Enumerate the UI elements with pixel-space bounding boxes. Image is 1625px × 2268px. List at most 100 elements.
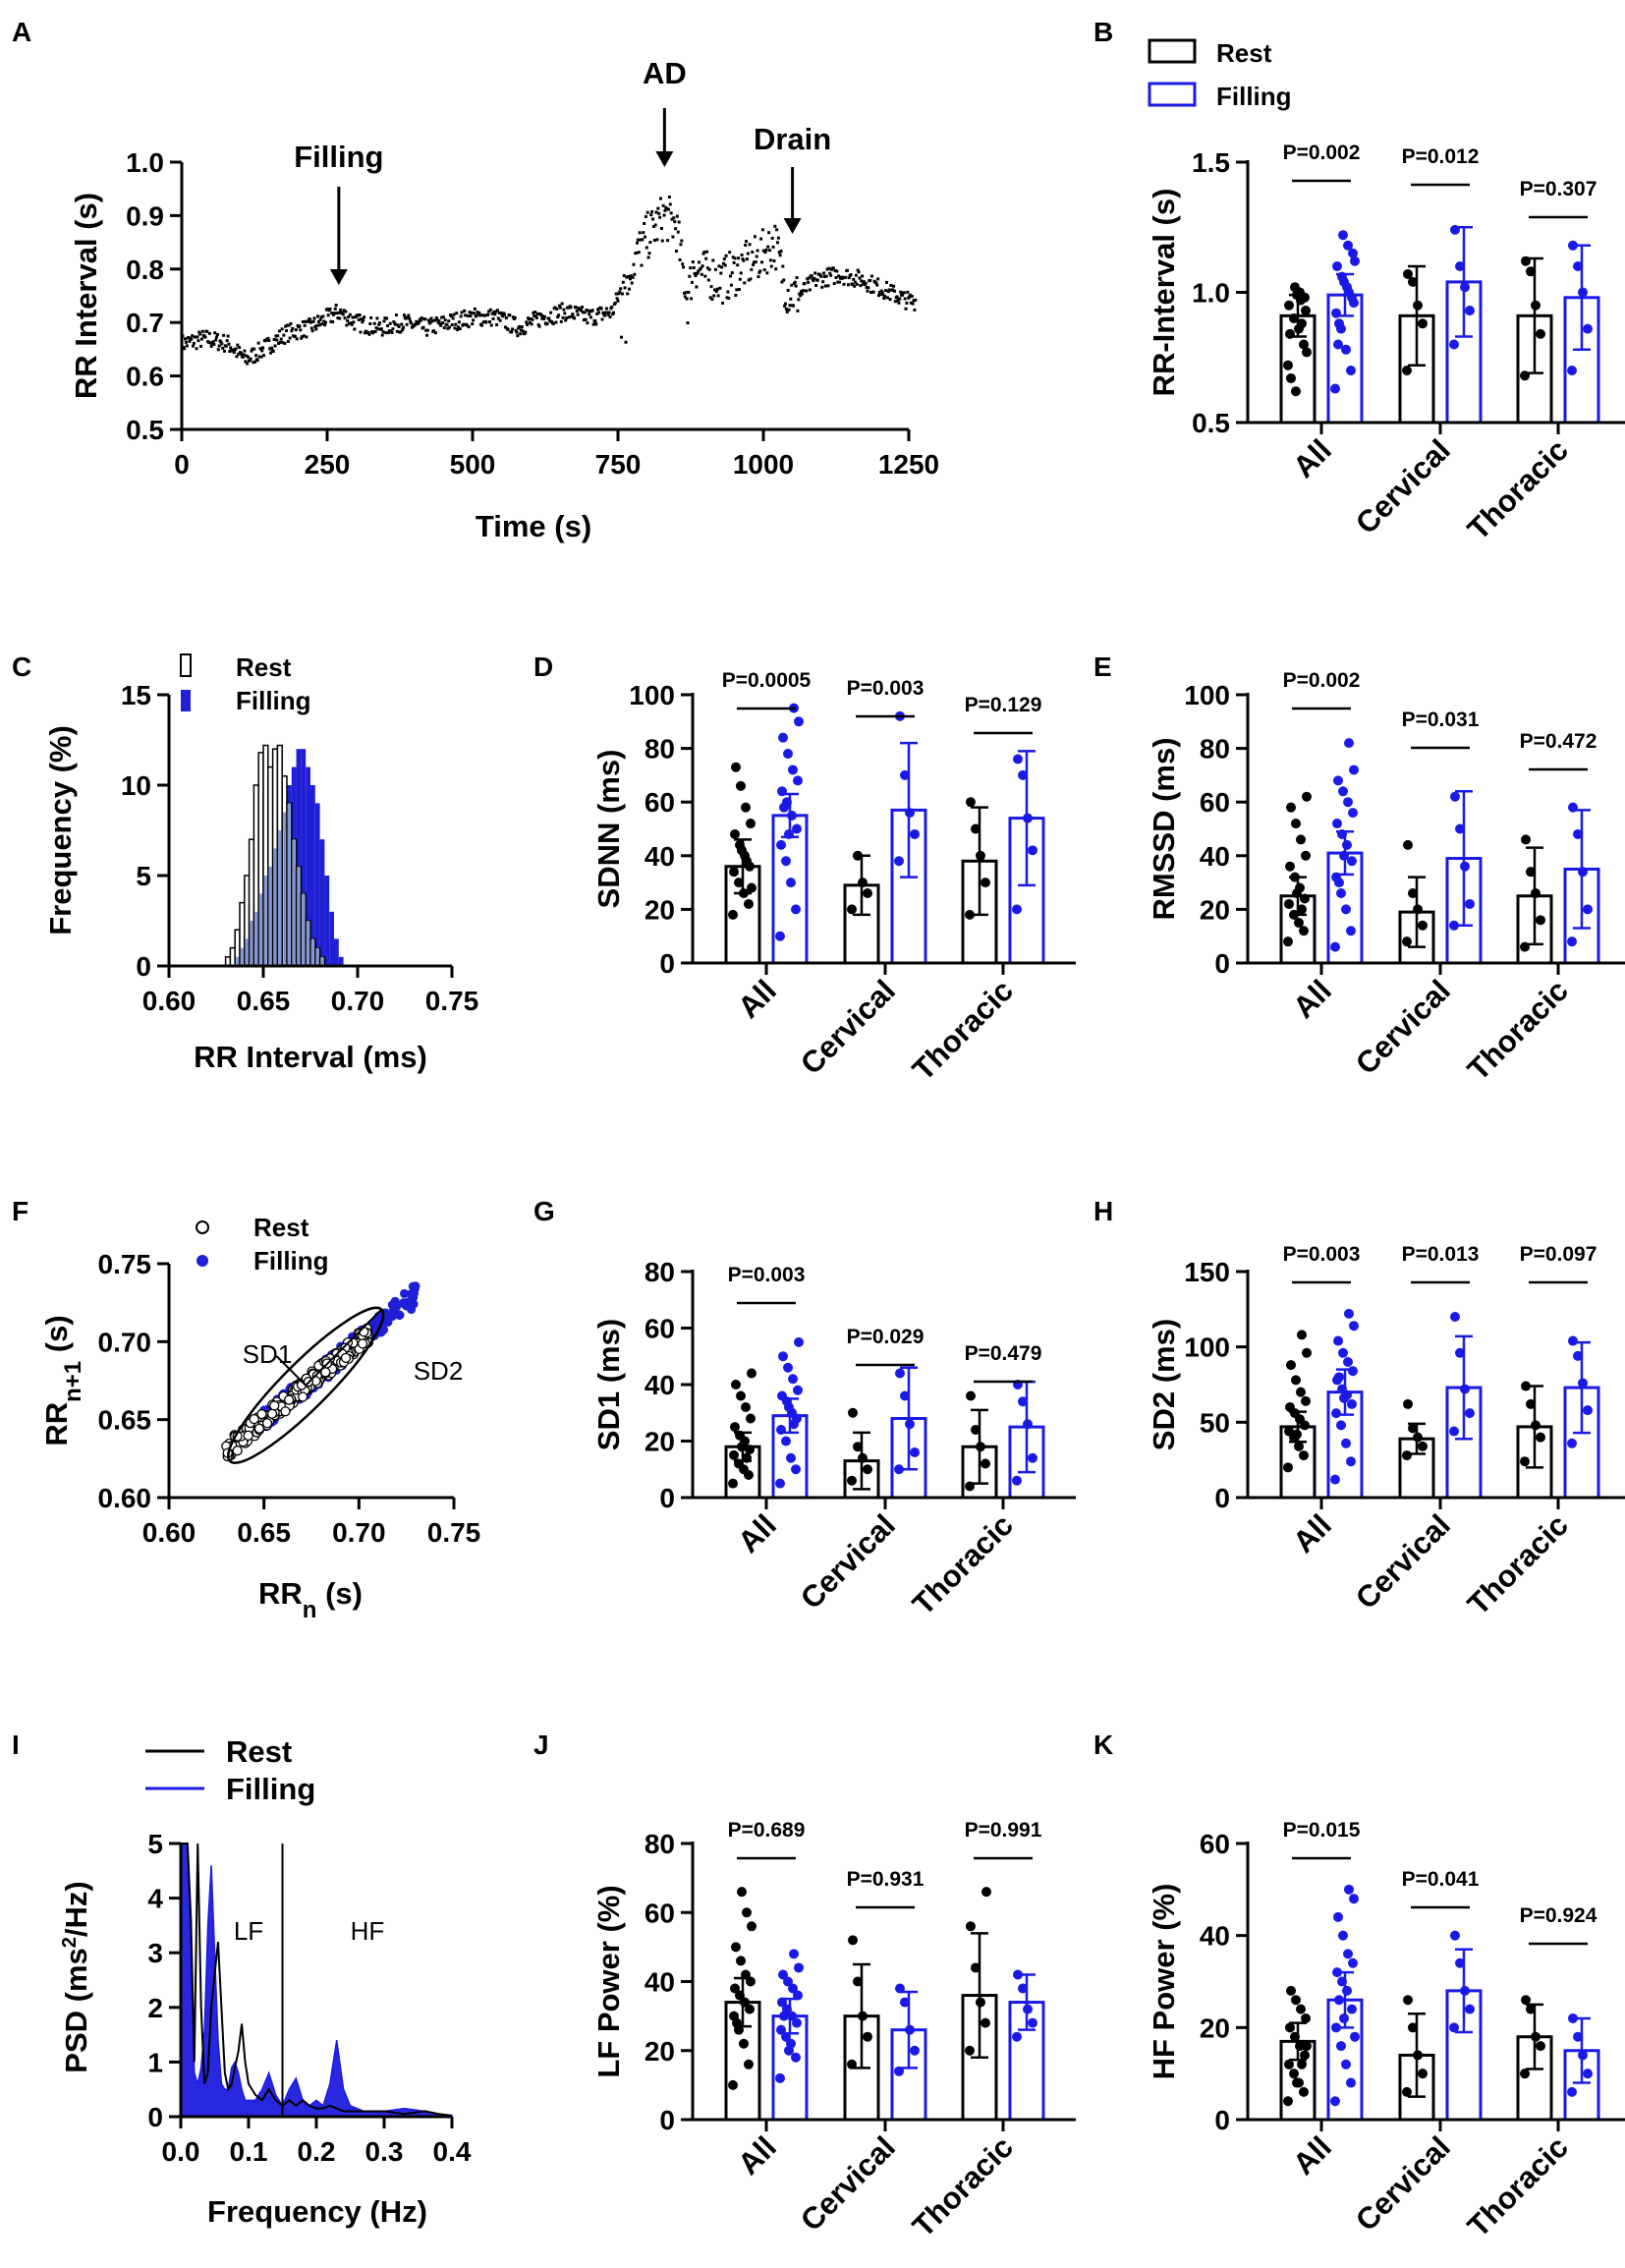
trace-point bbox=[734, 294, 738, 298]
data-point bbox=[1296, 1387, 1306, 1397]
trace-point bbox=[286, 340, 290, 344]
trace-point bbox=[790, 283, 794, 287]
trace-point bbox=[855, 282, 859, 286]
trace-point bbox=[669, 211, 673, 215]
trace-point bbox=[302, 334, 306, 338]
data-point bbox=[1346, 2077, 1356, 2088]
trace-point bbox=[520, 325, 524, 329]
p-value-label: P=0.129 bbox=[965, 694, 1042, 716]
panel-label-c: C bbox=[12, 652, 31, 682]
trace-point bbox=[539, 313, 543, 317]
trace-point bbox=[215, 332, 219, 336]
data-point bbox=[1402, 2086, 1412, 2097]
data-point bbox=[1418, 2069, 1428, 2079]
trace-point bbox=[569, 306, 573, 310]
trace-point bbox=[897, 301, 901, 305]
trace-point bbox=[854, 280, 858, 284]
trace-point bbox=[884, 289, 888, 293]
data-point bbox=[1018, 1396, 1028, 1407]
trace-point bbox=[401, 328, 405, 332]
trace-point bbox=[596, 308, 600, 312]
trace-point bbox=[267, 338, 271, 342]
trace-point bbox=[583, 311, 587, 314]
trace-point bbox=[663, 208, 667, 212]
data-point bbox=[1012, 904, 1022, 915]
trace-point bbox=[673, 220, 677, 224]
trace-point bbox=[533, 311, 537, 314]
trace-point bbox=[508, 313, 512, 317]
trace-point bbox=[614, 292, 618, 296]
trace-point bbox=[713, 288, 717, 292]
trace-point bbox=[827, 266, 831, 270]
data-point bbox=[894, 856, 904, 867]
x-category-label: All bbox=[1286, 432, 1338, 484]
trace-point bbox=[741, 257, 745, 261]
trace-point bbox=[184, 340, 188, 344]
trace-point bbox=[283, 341, 287, 345]
trace-point bbox=[678, 257, 682, 261]
trace-point bbox=[736, 263, 740, 267]
trace-point bbox=[463, 309, 467, 312]
trace-point bbox=[760, 228, 764, 232]
trace-point bbox=[298, 324, 302, 328]
data-point bbox=[1568, 2013, 1578, 2023]
trace-point bbox=[274, 334, 278, 338]
trace-point bbox=[238, 346, 242, 350]
x-tick-label: 1000 bbox=[733, 449, 794, 480]
trace-point bbox=[537, 324, 541, 328]
data-point bbox=[728, 2079, 738, 2090]
data-point bbox=[1341, 1438, 1351, 1448]
trace-point bbox=[465, 323, 469, 327]
trace-point bbox=[486, 312, 490, 316]
data-point bbox=[1338, 786, 1348, 797]
trace-point bbox=[203, 335, 207, 339]
data-point bbox=[783, 1362, 793, 1373]
legend-label-filling: Filling bbox=[226, 1772, 315, 1806]
y-tick-label: 0 bbox=[659, 1483, 675, 1513]
trace-point bbox=[205, 329, 209, 333]
trace-point bbox=[325, 308, 329, 312]
p-value-label: P=0.012 bbox=[1402, 145, 1480, 168]
data-point bbox=[1350, 2031, 1360, 2042]
trace-point bbox=[195, 347, 198, 351]
data-point bbox=[776, 839, 786, 850]
trace-point bbox=[668, 202, 672, 206]
trace-point bbox=[837, 274, 841, 278]
data-point bbox=[786, 1452, 796, 1463]
trace-point bbox=[607, 311, 611, 314]
p-value-label: P=0.097 bbox=[1520, 1243, 1597, 1266]
data-point bbox=[1455, 1347, 1465, 1358]
y-axis-label: SD1 (ms) bbox=[591, 1319, 626, 1450]
data-point bbox=[1578, 287, 1588, 298]
trace-point bbox=[794, 284, 798, 288]
panel-label-h: H bbox=[1093, 1196, 1113, 1226]
trace-point bbox=[399, 330, 403, 334]
data-point bbox=[1336, 2041, 1346, 2052]
y-tick-label: 0.7 bbox=[126, 308, 164, 338]
trace-point bbox=[394, 322, 398, 326]
data-point bbox=[858, 1452, 868, 1463]
sd2-label: SD2 bbox=[414, 1356, 464, 1386]
x-category-label: Thoracic bbox=[906, 973, 1020, 1087]
trace-point bbox=[207, 331, 211, 335]
trace-point bbox=[814, 283, 818, 287]
arrow-head bbox=[329, 269, 348, 285]
trace-point bbox=[501, 314, 505, 318]
data-point bbox=[794, 1962, 804, 1973]
trace-point bbox=[895, 295, 899, 299]
trace-point bbox=[377, 322, 381, 326]
trace-point bbox=[613, 301, 617, 305]
legend-swatch-filling bbox=[1148, 82, 1197, 107]
trace-point bbox=[281, 341, 285, 345]
trace-point bbox=[513, 315, 517, 319]
trace-point bbox=[326, 313, 330, 317]
trace-point bbox=[914, 298, 918, 302]
trace-point bbox=[223, 349, 227, 353]
data-point bbox=[1418, 1441, 1428, 1451]
trace-point bbox=[823, 284, 827, 288]
lf-label: LF bbox=[234, 1916, 263, 1946]
trace-point bbox=[279, 337, 283, 341]
trace-point bbox=[600, 317, 604, 321]
trace-point bbox=[682, 265, 686, 269]
trace-point bbox=[482, 313, 486, 317]
